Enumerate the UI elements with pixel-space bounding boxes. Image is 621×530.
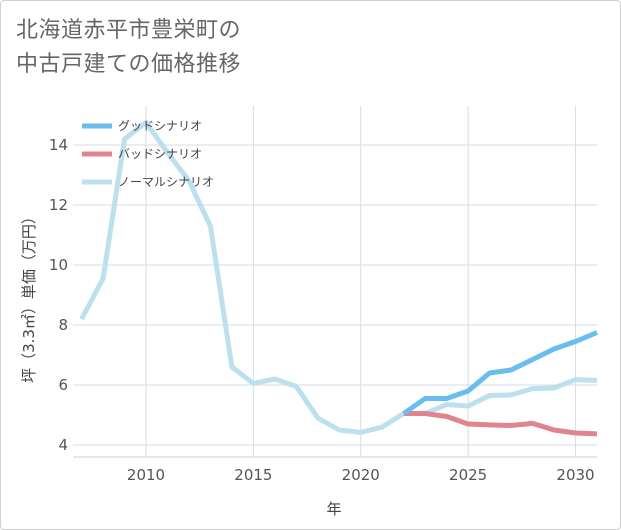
legend-label-0: グッドシナリオ xyxy=(118,119,202,133)
x-tick-label: 2015 xyxy=(234,466,272,484)
grid-layer xyxy=(73,106,597,458)
lines-layer xyxy=(79,120,598,437)
legend-label-2: ノーマルシナリオ xyxy=(118,175,214,189)
chart-title: 北海道赤平市豊栄町の 中古戸建ての価格推移 xyxy=(16,14,241,82)
x-axis-title: 年 xyxy=(326,500,341,518)
series-line-1 xyxy=(403,411,598,437)
y-tick-label: 10 xyxy=(49,256,68,274)
series-line-2 xyxy=(79,120,598,435)
y-tick-label: 12 xyxy=(49,196,68,214)
ticks-layer: 2010 2015 2020 2025 2030 4 6 8 10 12 14 xyxy=(49,136,595,484)
x-tick-label: 2030 xyxy=(556,466,594,484)
chart-title-line2: 中古戸建ての価格推移 xyxy=(16,52,242,77)
legend-label-1: バッドシナリオ xyxy=(118,147,202,161)
series-line-0 xyxy=(402,330,598,416)
y-tick-label: 4 xyxy=(58,436,68,454)
chart-title-line1: 北海道赤平市豊栄町の xyxy=(16,18,242,43)
y-tick-label: 14 xyxy=(49,136,68,154)
x-tick-label: 2010 xyxy=(127,466,165,484)
y-tick-label: 6 xyxy=(58,376,68,394)
x-tick-label: 2025 xyxy=(449,466,487,484)
y-tick-label: 8 xyxy=(58,316,68,334)
x-tick-label: 2020 xyxy=(342,466,380,484)
y-axis-title: 坪（3.3㎡）単価（万円） xyxy=(20,209,38,383)
